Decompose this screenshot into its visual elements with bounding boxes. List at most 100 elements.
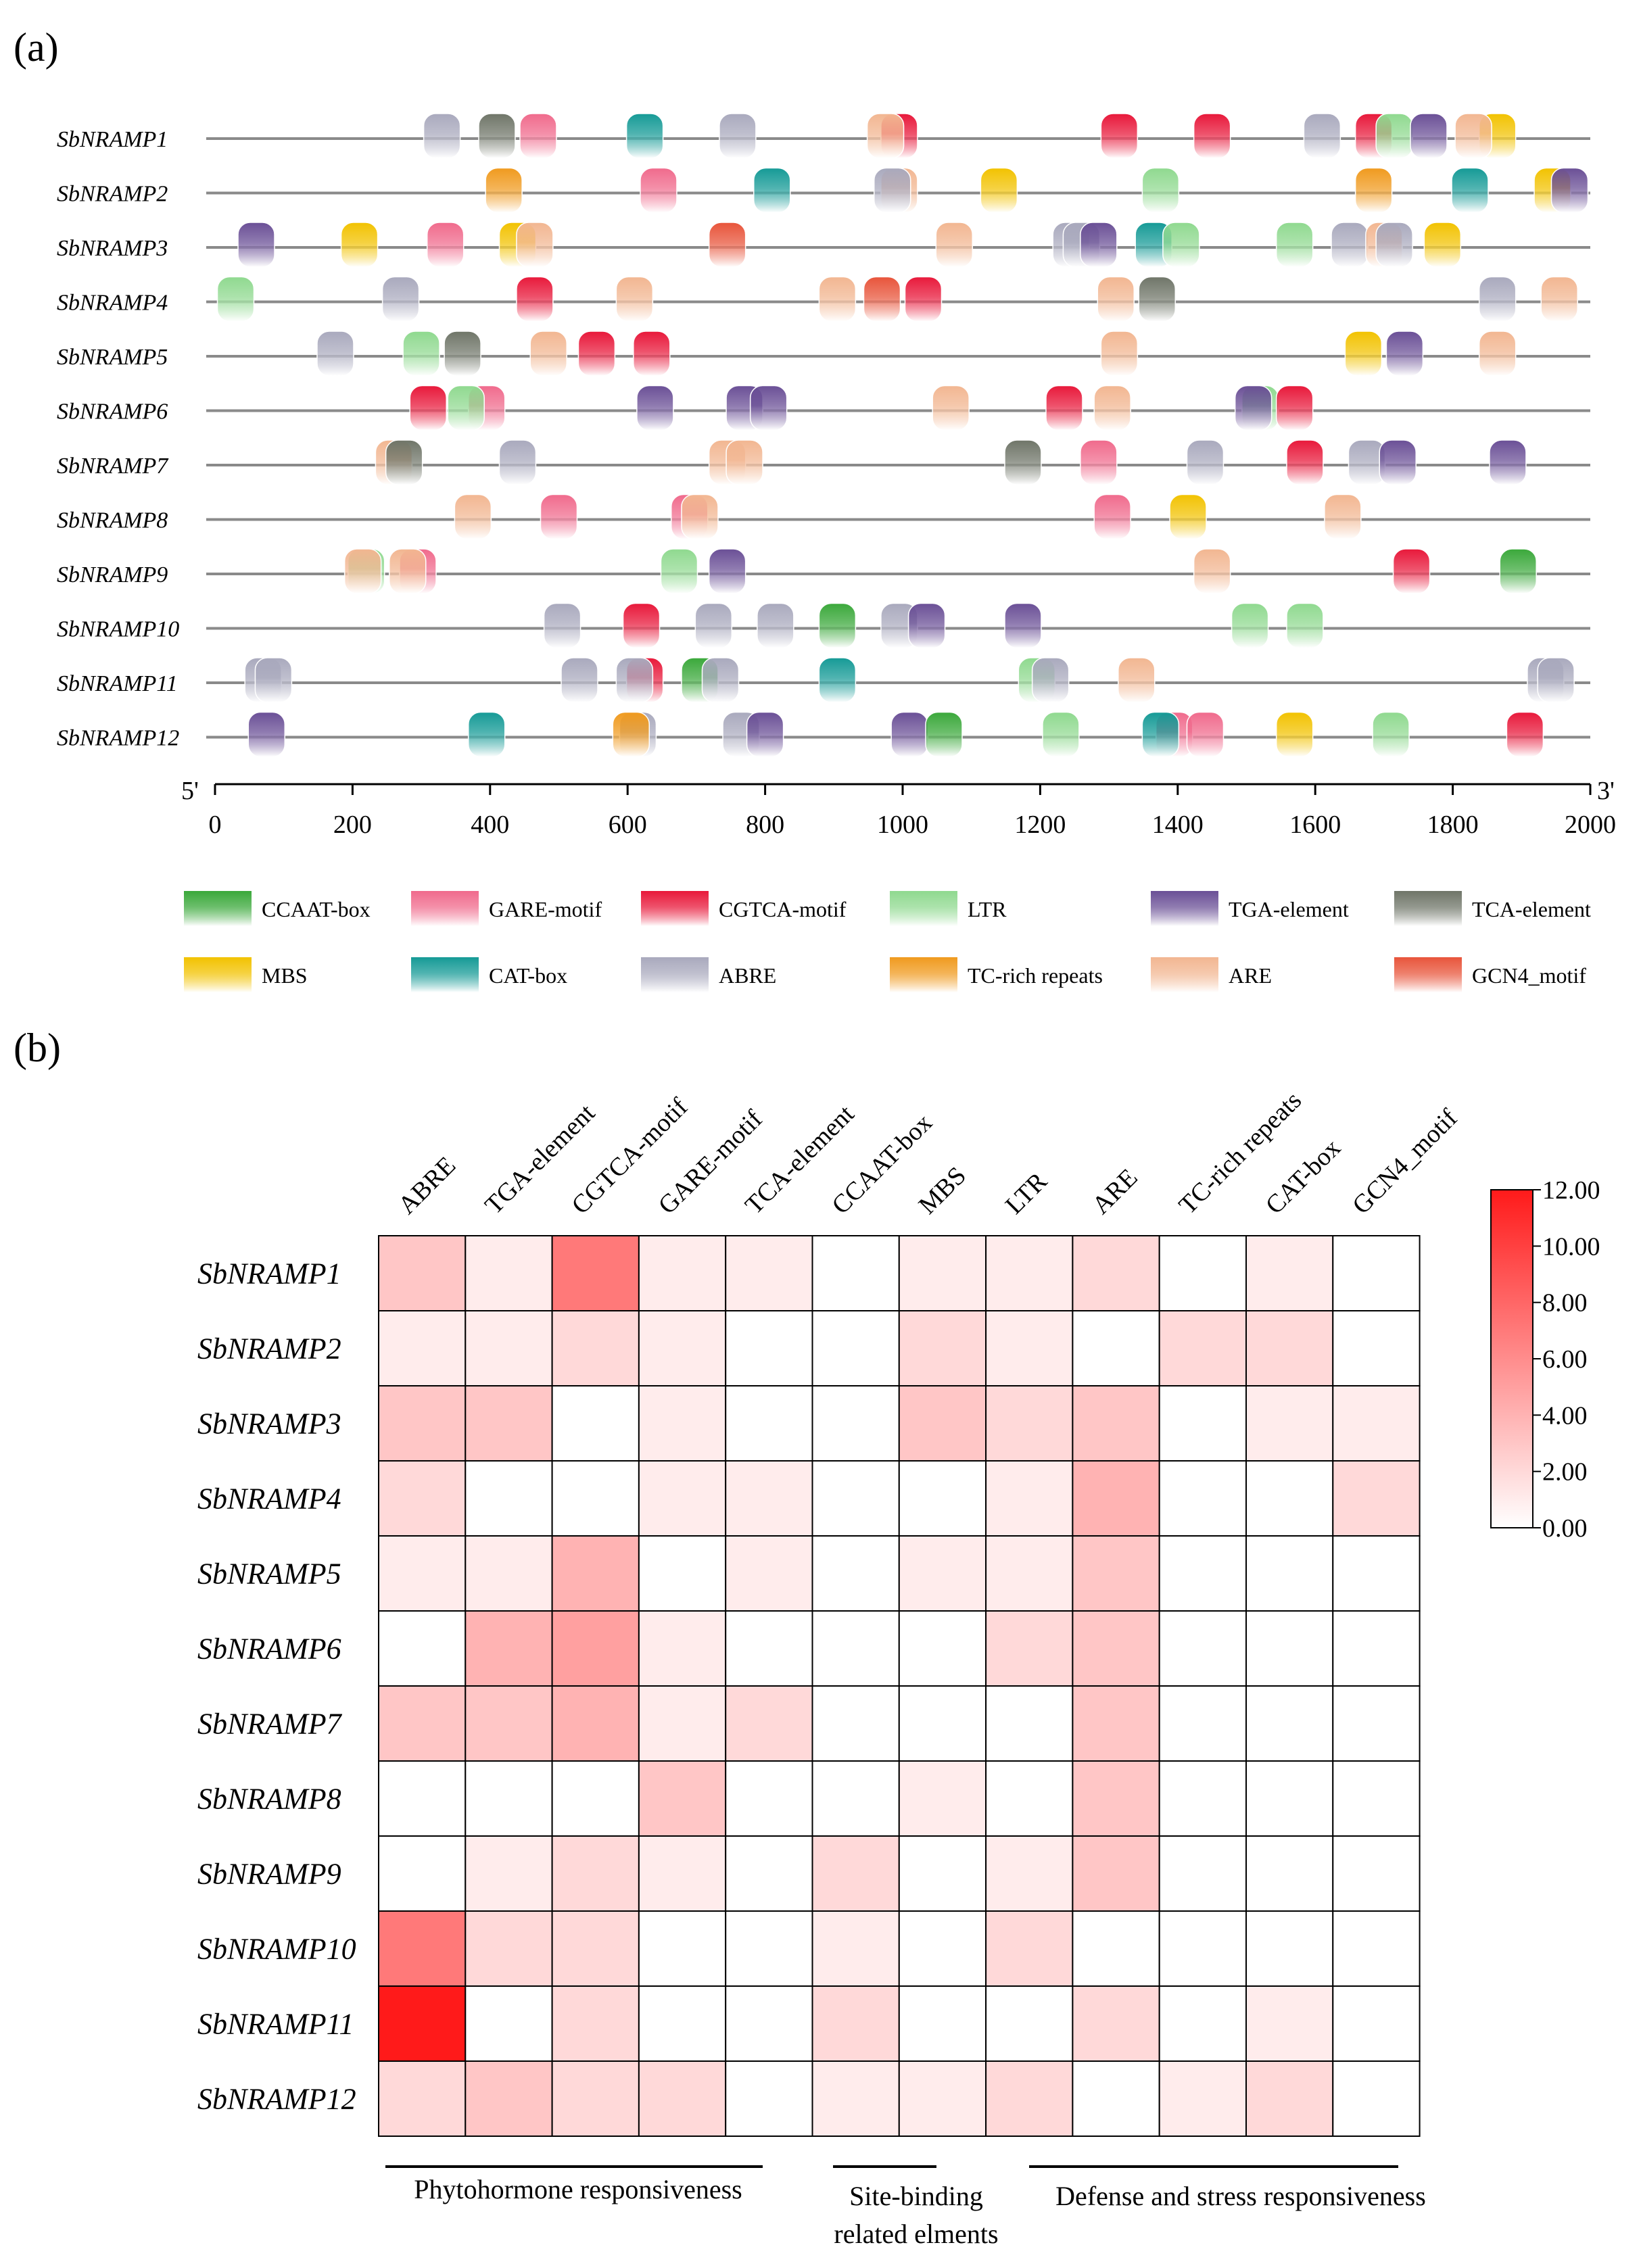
element-are <box>454 493 492 540</box>
element-are <box>615 276 654 322</box>
colorbar-label: 8.00 <box>1542 1289 1588 1318</box>
heatmap-cell <box>898 1460 987 1537</box>
element-abre <box>381 276 420 322</box>
heatmap-cell <box>551 1385 640 1462</box>
heatmap-cell <box>465 1685 553 1762</box>
element-cgtca-motif <box>1045 385 1083 431</box>
heatmap-cell <box>378 1985 467 2062</box>
heatmap-cell <box>638 1835 727 1912</box>
heatmap-cell <box>378 1910 467 1987</box>
heatmap-cell <box>1332 1835 1421 1912</box>
gene-label: SbNRAMP6 <box>57 400 168 425</box>
x-tick-label: 200 <box>333 811 372 839</box>
legend-item-tca-element: TCA-element <box>1394 891 1591 926</box>
legend: CCAAT-box GARE-motif CGTCA-motif LTR TGA-ele… <box>184 891 1591 992</box>
element-gare-motif <box>1186 711 1224 758</box>
heatmap-cell <box>1245 1535 1334 1612</box>
gene-row-sbnramp5: SbNRAMP5 <box>57 331 1590 377</box>
x-tick-label: 1000 <box>877 811 928 839</box>
heatmap-cell <box>1245 1310 1334 1386</box>
heatmap-cell <box>811 1610 900 1687</box>
heatmap-cell <box>1072 1235 1160 1311</box>
row-label: SbNRAMP9 <box>197 1858 341 1891</box>
group-label: Phytohormone responsiveness <box>414 2174 742 2204</box>
element-ltr <box>1162 222 1200 268</box>
heatmap-cell <box>638 1985 727 2062</box>
heatmap-cell <box>1072 1985 1160 2062</box>
element-cgtca-motif <box>904 276 943 322</box>
heatmap-cell <box>898 1985 987 2062</box>
gene-label: SbNRAMP12 <box>57 726 179 751</box>
element-cgtca-motif <box>577 331 616 377</box>
element-tga-element <box>636 385 674 431</box>
element-abre <box>1478 276 1517 322</box>
legend-swatch <box>184 891 252 926</box>
heatmap-cell <box>551 1835 640 1912</box>
legend-label: LTR <box>968 897 1007 921</box>
gene-row-sbnramp10: SbNRAMP10 <box>57 602 1590 649</box>
element-are <box>681 493 719 540</box>
element-are <box>1454 113 1492 159</box>
heatmap-cell <box>985 1460 1074 1537</box>
legend-label: CAT-box <box>489 963 567 988</box>
heatmap-cell <box>1072 1535 1160 1612</box>
element-gcn4-motif <box>708 222 746 268</box>
heatmap-cell <box>1245 1760 1334 1837</box>
legend-swatch <box>184 957 252 992</box>
heatmap-cell <box>985 1310 1074 1386</box>
heatmap-cell <box>811 1685 900 1762</box>
colorbar-scale <box>1490 1189 1533 1528</box>
element-mbs <box>1275 711 1314 758</box>
heatmap-cell <box>465 1760 553 1837</box>
element-abre <box>1331 222 1369 268</box>
element-cat-box <box>753 167 791 214</box>
element-ltr <box>1275 222 1314 268</box>
legend-item-tga-element: TGA-element <box>1151 891 1349 926</box>
element-cat-box <box>1451 167 1489 214</box>
element-are <box>343 548 382 594</box>
element-abre <box>423 113 461 159</box>
heatmap-cell <box>638 1685 727 1762</box>
heatmap-cell <box>1158 1610 1247 1687</box>
heatmap-cell <box>638 1910 727 1987</box>
legend-item-ltr: LTR <box>890 891 1007 926</box>
heatmap-cell <box>725 1985 813 2062</box>
heatmap-cell <box>1332 1460 1421 1537</box>
element-tga-element <box>708 548 746 594</box>
position-axis: 5' 3' 0 200 400 600 800 1000 1200 1400 1600 1800 2… <box>181 777 1616 839</box>
heatmap-cell <box>898 1835 987 1912</box>
heatmap-cell <box>638 1385 727 1462</box>
element-are <box>1097 276 1135 322</box>
colorbar-label: 2.00 <box>1542 1458 1588 1487</box>
heatmap-cell <box>378 1235 467 1311</box>
element-ltr <box>402 331 440 377</box>
colorbar-label: 4.00 <box>1542 1401 1588 1430</box>
legend-swatch <box>411 891 479 926</box>
heatmap-row-sbnramp7: SbNRAMP7 <box>197 1685 1421 1762</box>
heatmap-cell <box>1332 1610 1421 1687</box>
gene-row-sbnramp9: SbNRAMP9 <box>57 548 1590 594</box>
gene-row-sbnramp2: SbNRAMP2 <box>57 167 1590 214</box>
element-are <box>1478 331 1517 377</box>
element-tga-element <box>1410 113 1448 159</box>
gene-label: SbNRAMP5 <box>57 345 168 370</box>
heatmap-cell <box>1072 1385 1160 1462</box>
colorbar-label: 12.00 <box>1542 1176 1600 1205</box>
element-cat-box <box>1141 711 1180 758</box>
element-ccaat-box <box>818 602 857 649</box>
element-gare-motif <box>640 167 677 214</box>
gene-row-sbnramp8: SbNRAMP8 <box>57 493 1590 540</box>
heatmap-cell <box>378 1685 467 1762</box>
heatmap-cell <box>378 1385 467 1462</box>
heatmap-cell <box>811 1985 900 2062</box>
element-are <box>726 439 763 485</box>
element-abre <box>1375 222 1413 268</box>
heatmap-cell <box>725 1460 813 1537</box>
heatmap-cell <box>1158 1835 1247 1912</box>
gene-row-sbnramp7: SbNRAMP7 <box>57 439 1590 485</box>
heatmap-cell <box>551 2060 640 2137</box>
heatmap-cell <box>1158 1685 1247 1762</box>
heatmap-cell <box>551 1985 640 2062</box>
group-site-binding: Site-binding related elments <box>833 2165 999 2249</box>
